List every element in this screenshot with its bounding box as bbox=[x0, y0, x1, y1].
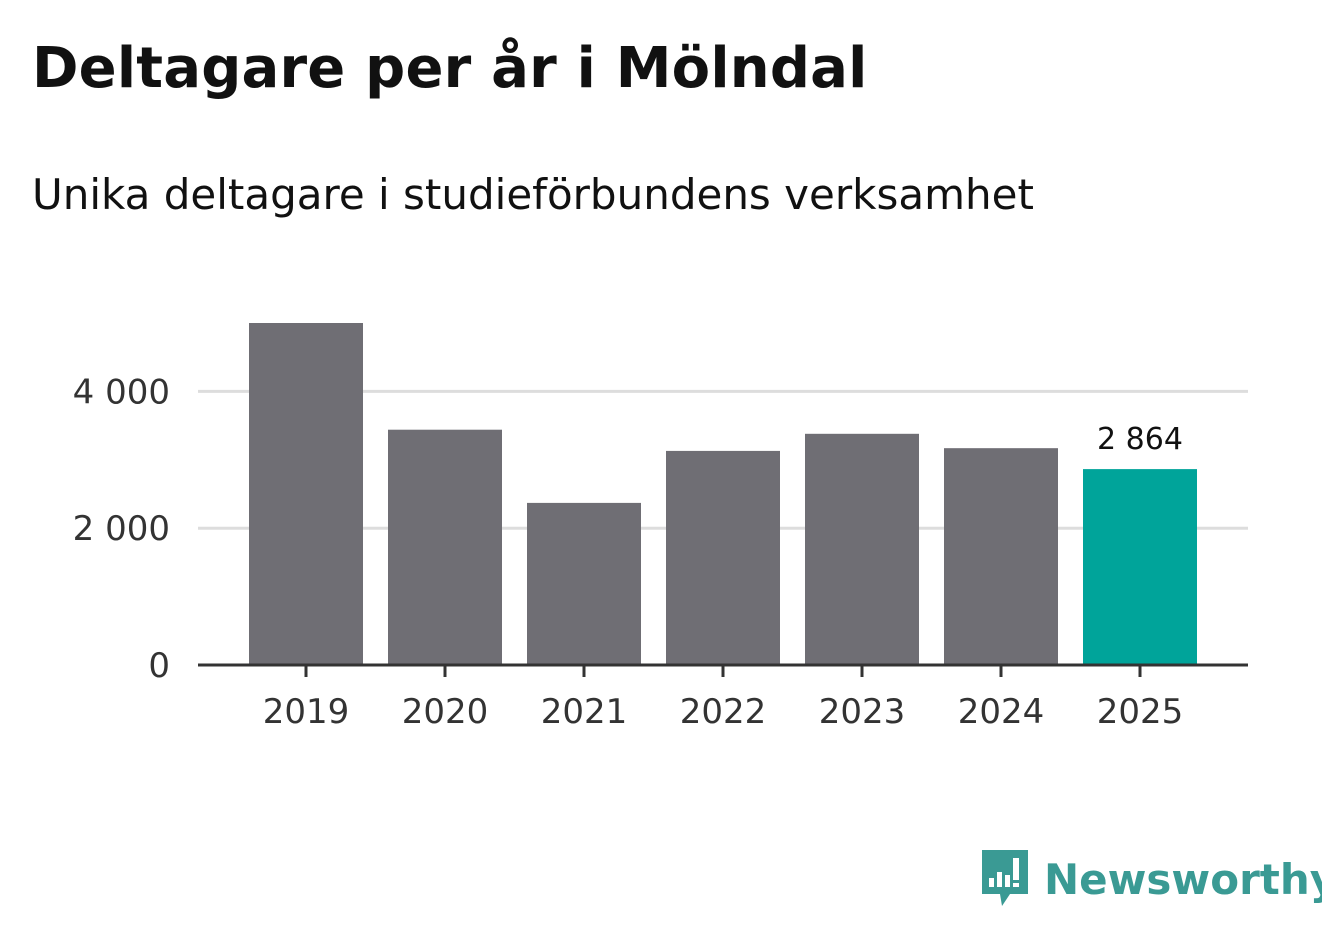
chart-title: Deltagare per år i Mölndal bbox=[32, 36, 868, 101]
y-tick-label-2000: 2 000 bbox=[73, 509, 170, 549]
x-tick-label-2024: 2024 bbox=[958, 692, 1045, 732]
labels: 0 2 000 4 000 2019 2020 2021 2022 2023 2024 2025 2… bbox=[73, 372, 1184, 732]
bar-2022 bbox=[666, 450, 780, 665]
bar-2023 bbox=[805, 433, 919, 665]
bar-2019 bbox=[249, 323, 363, 665]
x-tick-label-2022: 2022 bbox=[680, 692, 767, 732]
x-tick-label-2025: 2025 bbox=[1097, 692, 1184, 732]
data-label-2025: 2 864 bbox=[1097, 422, 1183, 457]
y-tick-label-0: 0 bbox=[148, 646, 170, 686]
newsworthy-logo: Newsworthy bbox=[980, 848, 1322, 910]
bar-2020 bbox=[388, 429, 502, 665]
bar-2024 bbox=[944, 448, 1058, 665]
x-tick-label-2021: 2021 bbox=[541, 692, 628, 732]
y-tick-label-4000: 4 000 bbox=[73, 372, 170, 412]
chart-subtitle: Unika deltagare i studieförbundens verks… bbox=[32, 170, 1034, 219]
bars bbox=[249, 323, 1197, 665]
newsworthy-logo-text: Newsworthy bbox=[1044, 854, 1322, 904]
bar-2025 bbox=[1083, 469, 1197, 665]
x-tick-label-2023: 2023 bbox=[819, 692, 906, 732]
axes bbox=[198, 663, 1248, 677]
x-tick-label-2019: 2019 bbox=[263, 692, 350, 732]
bar-2021 bbox=[527, 502, 641, 665]
x-tick-label-2020: 2020 bbox=[402, 692, 489, 732]
newsworthy-logo-icon bbox=[982, 850, 1028, 906]
